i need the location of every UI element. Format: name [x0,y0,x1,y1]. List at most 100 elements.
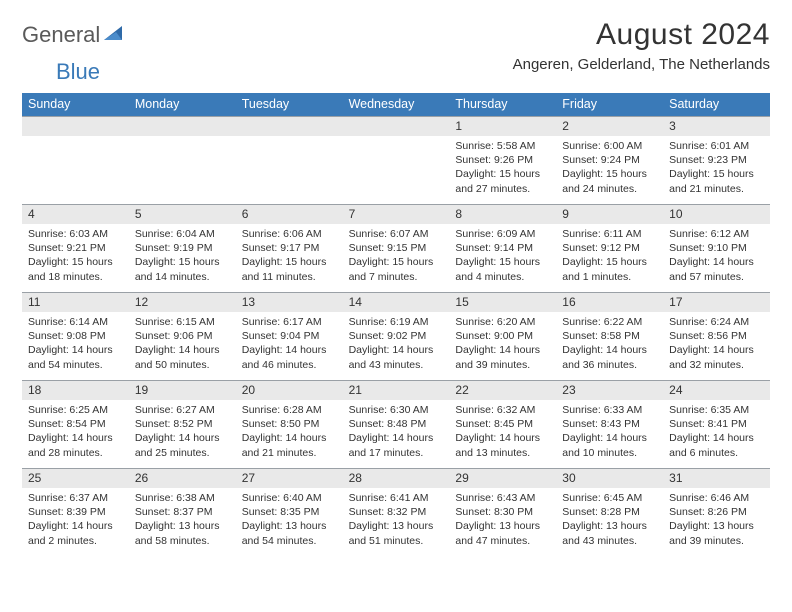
day-number: 30 [556,469,663,488]
daylight-text-2: and 11 minutes. [242,270,337,284]
sunset-text: Sunset: 9:21 PM [28,241,123,255]
sunset-text: Sunset: 9:24 PM [562,153,657,167]
daylight-text-2: and 7 minutes. [349,270,444,284]
daylight-text-1: Daylight: 14 hours [455,343,550,357]
day-number: 18 [22,381,129,400]
daylight-text-1: Daylight: 14 hours [242,343,337,357]
sunrise-text: Sunrise: 5:58 AM [455,139,550,153]
sunset-text: Sunset: 8:30 PM [455,505,550,519]
logo: General [22,22,126,48]
day-number: 12 [129,293,236,312]
weekday-saturday: Saturday [663,93,770,116]
sunrise-text: Sunrise: 6:07 AM [349,227,444,241]
daylight-text-1: Daylight: 14 hours [562,431,657,445]
day-cell: Sunrise: 6:19 AMSunset: 9:02 PMDaylight:… [343,312,450,380]
daylight-text-1: Daylight: 15 hours [135,255,230,269]
day-number [22,117,129,136]
day-cell: Sunrise: 6:03 AMSunset: 9:21 PMDaylight:… [22,224,129,292]
daylight-text-2: and 47 minutes. [455,534,550,548]
day-cell: Sunrise: 6:09 AMSunset: 9:14 PMDaylight:… [449,224,556,292]
day-number: 28 [343,469,450,488]
daylight-text-1: Daylight: 15 hours [349,255,444,269]
day-cell: Sunrise: 6:06 AMSunset: 9:17 PMDaylight:… [236,224,343,292]
sunset-text: Sunset: 9:08 PM [28,329,123,343]
month-title: August 2024 [513,18,770,52]
logo-text-b: Blue [56,59,100,85]
day-number-row: 123 [22,116,770,136]
day-cell [343,136,450,204]
day-number-row: 11121314151617 [22,292,770,312]
sunset-text: Sunset: 8:28 PM [562,505,657,519]
day-number [129,117,236,136]
sunset-text: Sunset: 8:56 PM [669,329,764,343]
sunrise-text: Sunrise: 6:35 AM [669,403,764,417]
daylight-text-1: Daylight: 13 hours [349,519,444,533]
sunset-text: Sunset: 9:06 PM [135,329,230,343]
day-cell: Sunrise: 5:58 AMSunset: 9:26 PMDaylight:… [449,136,556,204]
day-number [343,117,450,136]
daylight-text-1: Daylight: 13 hours [135,519,230,533]
day-cell: Sunrise: 6:37 AMSunset: 8:39 PMDaylight:… [22,488,129,556]
daylight-text-2: and 50 minutes. [135,358,230,372]
sunrise-text: Sunrise: 6:33 AM [562,403,657,417]
daylight-text-2: and 1 minutes. [562,270,657,284]
sunset-text: Sunset: 9:14 PM [455,241,550,255]
day-number: 21 [343,381,450,400]
day-number: 7 [343,205,450,224]
daylight-text-1: Daylight: 14 hours [28,431,123,445]
sunset-text: Sunset: 9:23 PM [669,153,764,167]
sunset-text: Sunset: 9:15 PM [349,241,444,255]
daylight-text-2: and 46 minutes. [242,358,337,372]
sunrise-text: Sunrise: 6:43 AM [455,491,550,505]
sunset-text: Sunset: 9:12 PM [562,241,657,255]
weekday-monday: Monday [129,93,236,116]
daylight-text-2: and 24 minutes. [562,182,657,196]
day-cell: Sunrise: 6:43 AMSunset: 8:30 PMDaylight:… [449,488,556,556]
sunset-text: Sunset: 9:19 PM [135,241,230,255]
day-cell: Sunrise: 6:12 AMSunset: 9:10 PMDaylight:… [663,224,770,292]
daylight-text-1: Daylight: 14 hours [669,255,764,269]
day-number: 20 [236,381,343,400]
daylight-text-1: Daylight: 15 hours [455,167,550,181]
day-cell: Sunrise: 6:35 AMSunset: 8:41 PMDaylight:… [663,400,770,468]
sunset-text: Sunset: 8:54 PM [28,417,123,431]
sunrise-text: Sunrise: 6:15 AM [135,315,230,329]
daylight-text-1: Daylight: 14 hours [349,431,444,445]
sunset-text: Sunset: 8:26 PM [669,505,764,519]
sunset-text: Sunset: 9:26 PM [455,153,550,167]
sunrise-text: Sunrise: 6:24 AM [669,315,764,329]
day-cell: Sunrise: 6:00 AMSunset: 9:24 PMDaylight:… [556,136,663,204]
daylight-text-2: and 57 minutes. [669,270,764,284]
day-cell: Sunrise: 6:28 AMSunset: 8:50 PMDaylight:… [236,400,343,468]
daylight-text-2: and 58 minutes. [135,534,230,548]
daylight-text-2: and 21 minutes. [669,182,764,196]
day-number: 14 [343,293,450,312]
day-cell: Sunrise: 6:01 AMSunset: 9:23 PMDaylight:… [663,136,770,204]
day-cell: Sunrise: 6:04 AMSunset: 9:19 PMDaylight:… [129,224,236,292]
sunrise-text: Sunrise: 6:30 AM [349,403,444,417]
day-number: 22 [449,381,556,400]
day-number: 5 [129,205,236,224]
day-number: 8 [449,205,556,224]
day-number: 26 [129,469,236,488]
daylight-text-2: and 51 minutes. [349,534,444,548]
daylight-text-2: and 4 minutes. [455,270,550,284]
logo-text-a: General [22,22,100,48]
sunset-text: Sunset: 8:35 PM [242,505,337,519]
day-number-row: 25262728293031 [22,468,770,488]
daylight-text-1: Daylight: 13 hours [562,519,657,533]
sunrise-text: Sunrise: 6:12 AM [669,227,764,241]
daylight-text-2: and 13 minutes. [455,446,550,460]
weekday-friday: Friday [556,93,663,116]
day-number: 9 [556,205,663,224]
sunrise-text: Sunrise: 6:45 AM [562,491,657,505]
weekday-wednesday: Wednesday [343,93,450,116]
sunrise-text: Sunrise: 6:04 AM [135,227,230,241]
day-number: 16 [556,293,663,312]
sunrise-text: Sunrise: 6:03 AM [28,227,123,241]
day-number: 11 [22,293,129,312]
daylight-text-1: Daylight: 14 hours [669,343,764,357]
day-cell: Sunrise: 6:24 AMSunset: 8:56 PMDaylight:… [663,312,770,380]
daylight-text-1: Daylight: 14 hours [349,343,444,357]
daylight-text-1: Daylight: 14 hours [28,343,123,357]
